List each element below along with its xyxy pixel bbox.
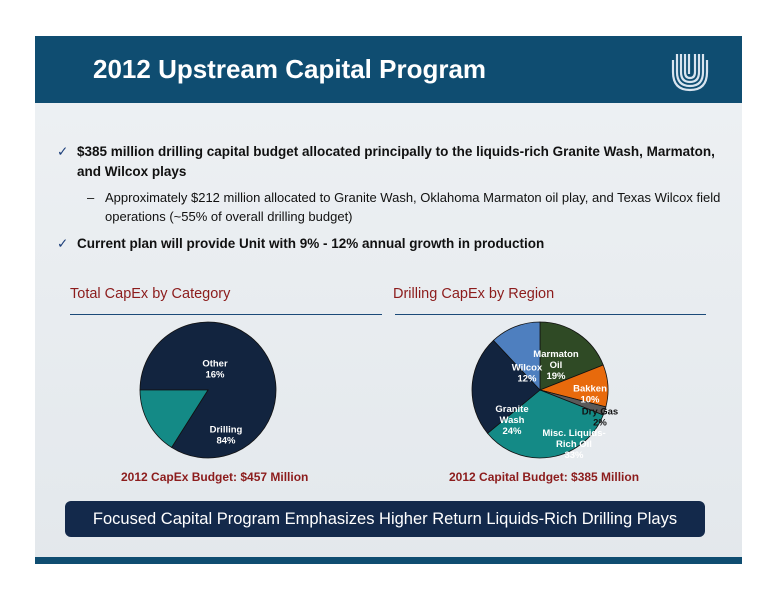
divider-left [70, 314, 382, 315]
budget-total: 2012 CapEx Budget: $457 Million [121, 470, 309, 484]
summary-banner: Focused Capital Program Emphasizes Highe… [65, 501, 705, 537]
bullet-list: ✓ $385 million drilling capital budget a… [57, 142, 727, 254]
checkmark-icon: ✓ [57, 144, 69, 159]
pie-chart-category: Drilling 84% Other 16% [139, 321, 277, 459]
divider-right [395, 314, 706, 315]
footer-bar [35, 557, 742, 564]
bullet-text: Current plan will provide Unit with 9% -… [77, 236, 545, 251]
sub-bullet-text: Approximately $212 million allocated to … [105, 190, 721, 224]
pie-chart-region: Marmaton Oil 19%Bakken 10%Dry Gas 2%Misc. Li… [471, 321, 618, 461]
page-title: 2012 Upstream Capital Program [93, 54, 487, 84]
pie-slice-other [139, 389, 209, 448]
pie-label-misc-liquids-rich-oil: Misc. Liquids-Rich Oil 33% [542, 428, 605, 461]
chart-title-region: Drilling CapEx by Region [393, 286, 555, 302]
budget-drilling: 2012 Capital Budget: $385 Million [449, 470, 640, 484]
company-logo-icon [671, 54, 709, 92]
slide: 2012 Upstream Capital Program ✓ $385 mil… [35, 36, 742, 564]
checkmark-icon: ✓ [57, 236, 69, 251]
pie-slice-granite-wash [471, 339, 541, 434]
pie-slice-wilcox [492, 321, 541, 392]
pie-slice-misc-liquids-rich-oil [487, 389, 604, 459]
pie-label-granite-wash: Granite Wash 24% [495, 404, 528, 437]
pie-label-wilcox: Wilcox 12% [512, 363, 543, 385]
pie-label-dry-gas: Dry Gas 2% [582, 407, 618, 429]
pie-label-other: Other 16% [202, 359, 228, 381]
dash-icon: – [87, 190, 95, 205]
bullet-drilling-budget: ✓ $385 million drilling capital budget a… [57, 142, 727, 182]
pie-slice-marmaton-oil [539, 321, 604, 391]
pie-label-marmaton-oil: Marmaton Oil 19% [533, 349, 579, 382]
header-bar: 2012 Upstream Capital Program [35, 36, 742, 103]
sub-bullet-allocation: – Approximately $212 million allocated t… [57, 188, 727, 226]
bullet-text: $385 million drilling capital budget all… [77, 144, 715, 179]
pie-label-bakken: Bakken 10% [573, 384, 607, 406]
bullet-growth: ✓ Current plan will provide Unit with 9%… [57, 234, 727, 254]
pie-label-drilling: Drilling 84% [210, 425, 243, 447]
chart-title-category: Total CapEx by Category [70, 286, 231, 302]
